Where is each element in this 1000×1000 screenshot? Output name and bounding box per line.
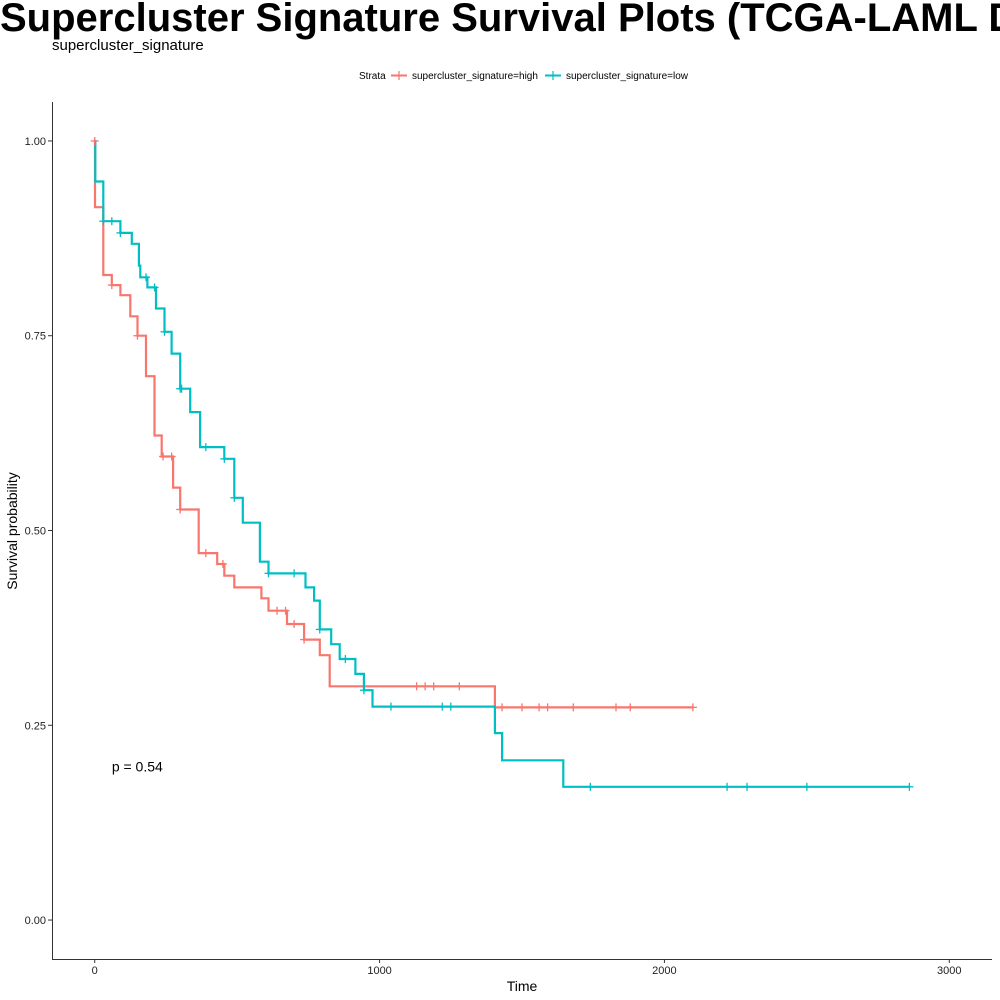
censor-mark <box>160 327 169 336</box>
censor-mark <box>290 619 299 628</box>
legend: Strata supercluster_signature=high super… <box>359 71 689 82</box>
chart-title: Supercluster Signature Survival Plots (T… <box>0 0 1000 40</box>
censor-mark <box>446 702 455 711</box>
p-value-annotation: p = 0.54 <box>112 759 163 775</box>
censor-mark <box>723 782 732 791</box>
censor-mark <box>133 331 142 340</box>
censor-mark <box>543 703 552 712</box>
censor-mark <box>359 686 368 695</box>
y-tick-label: 0.75 <box>25 331 46 343</box>
survival-curves <box>93 139 910 788</box>
censor-mark <box>438 702 447 711</box>
censor-mark <box>90 136 99 145</box>
censor-mark <box>518 703 526 712</box>
censor-marks <box>90 136 914 791</box>
censor-mark <box>429 682 438 691</box>
censor-mark <box>300 635 309 644</box>
legend-label-high: supercluster_signature=high <box>412 71 538 82</box>
y-tick-label: 0.50 <box>25 526 46 538</box>
legend-key-low <box>545 71 561 80</box>
chart-subtitle: supercluster_signature <box>52 37 204 54</box>
censor-mark <box>230 493 239 502</box>
censor-mark <box>743 782 752 791</box>
censor-mark <box>688 703 697 712</box>
censor-mark <box>315 625 324 634</box>
x-tick-label: 3000 <box>937 965 961 977</box>
y-tick-label: 1.00 <box>25 136 46 148</box>
censor-mark <box>167 452 176 461</box>
censor-mark <box>455 682 464 691</box>
censor-mark <box>142 273 150 282</box>
censor-mark <box>99 217 108 226</box>
ticks: 0.00 0.25 0.50 0.75 1.00 0 1000 2000 3000 <box>25 136 962 977</box>
censor-mark <box>273 606 282 615</box>
censor-mark <box>177 384 186 393</box>
censor-mark <box>176 505 185 514</box>
censor-mark <box>386 702 395 711</box>
censor-mark <box>220 454 229 463</box>
chart-title-text: Supercluster Signature Survival Plots (T… <box>0 0 1000 40</box>
censor-mark <box>201 443 210 452</box>
y-tick-label: 0.25 <box>25 720 46 732</box>
censor-mark <box>569 703 578 712</box>
axes <box>52 102 992 960</box>
censor-mark <box>802 782 811 791</box>
censor-mark <box>421 682 430 691</box>
x-tick-label: 0 <box>92 965 98 977</box>
censor-mark <box>264 569 273 578</box>
censor-mark <box>150 283 159 292</box>
survival-curve-low <box>94 139 910 788</box>
y-axis-label: Survival probability <box>4 472 20 590</box>
censor-mark <box>159 452 168 461</box>
censor-mark <box>281 606 290 615</box>
x-axis-label: Time <box>507 978 538 994</box>
y-tick-label: 0.00 <box>25 915 46 927</box>
x-tick-label: 2000 <box>652 965 676 977</box>
censor-mark <box>905 782 914 791</box>
censor-mark <box>586 782 595 791</box>
legend-label-low: supercluster_signature=low <box>566 71 689 82</box>
censor-mark <box>626 703 635 712</box>
censor-mark <box>107 217 116 226</box>
censor-mark <box>612 703 620 712</box>
censor-mark <box>341 655 350 664</box>
survival-curve-high <box>93 139 693 709</box>
censor-mark <box>218 560 227 569</box>
legend-title: Strata <box>359 71 386 82</box>
censor-mark <box>412 682 421 691</box>
censor-mark <box>290 569 299 578</box>
x-tick-label: 1000 <box>367 965 391 977</box>
censor-mark <box>107 281 116 290</box>
censor-mark <box>201 549 210 558</box>
censor-mark <box>498 703 507 712</box>
legend-key-high <box>391 71 407 80</box>
censor-mark <box>535 703 544 712</box>
censor-mark <box>116 228 125 237</box>
